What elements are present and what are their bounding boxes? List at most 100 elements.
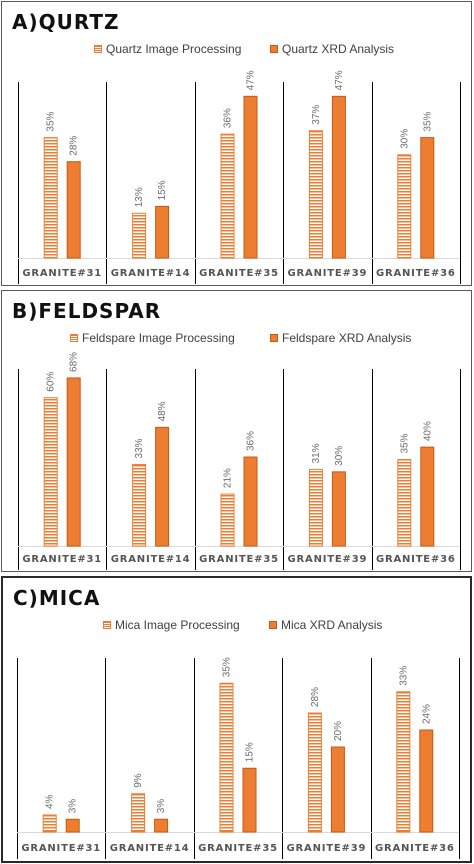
bar-data-label: 35% [422, 111, 433, 131]
bar-data-label: 13% [134, 187, 145, 207]
feldspar-bar-chart: 60% 68% GRANITE#31 33% 48% GRANITE#14 21% 36% GR… [18, 352, 461, 570]
bar-image-processing [397, 459, 412, 547]
x-tick-label: GRANITE#35 [199, 268, 279, 279]
x-tick-label: GRANITE#36 [376, 554, 456, 565]
bar-data-label: 3% [156, 799, 167, 814]
x-tick-label: GRANITE#39 [288, 268, 368, 279]
bar-data-label: 15% [157, 180, 168, 200]
legend-label: Mica XRD Analysis [281, 618, 383, 632]
bar-image-processing [43, 137, 58, 259]
bar-data-label: 37% [311, 105, 322, 125]
bar-data-label: 33% [398, 666, 409, 686]
bar-data-label: 9% [133, 773, 144, 788]
legend-label: Quartz XRD Analysis [282, 42, 395, 56]
legend-label: Feldspare Image Processing [82, 331, 235, 345]
x-tick-label: GRANITE#31 [22, 554, 102, 565]
x-tick-label: GRANITE#39 [288, 554, 368, 565]
bar-data-label: 35% [46, 111, 57, 131]
legend-item-image-processing: Quartz Image Processing [94, 42, 241, 56]
bar-image-processing [308, 130, 323, 259]
bar-data-label: 28% [310, 687, 321, 707]
x-tick-label: GRANITE#14 [110, 843, 190, 854]
bar-image-processing [397, 154, 412, 259]
bar-image-processing [42, 814, 57, 833]
striped-swatch-icon [94, 45, 102, 53]
bar-image-processing [132, 212, 147, 259]
chart-title: C)MICA [13, 586, 101, 610]
bar-image-processing [307, 712, 322, 833]
bar-data-label: 60% [46, 372, 57, 392]
bar-data-label: 36% [246, 431, 257, 451]
bar-xrd-analysis [66, 161, 81, 259]
bar-data-label: 35% [399, 433, 410, 453]
quartz-bar-chart: 35% 28% GRANITE#31 13% 15% GRANITE#14 36% 47% GR… [18, 70, 461, 284]
legend-label: Quartz Image Processing [106, 42, 242, 56]
bar-image-processing [132, 463, 147, 547]
bar-data-label: 47% [246, 70, 257, 90]
legend-label: Feldspare XRD Analysis [282, 331, 412, 345]
bar-data-label: 35% [222, 657, 233, 677]
bar-data-label: 40% [422, 421, 433, 441]
x-tick-label: GRANITE#14 [111, 554, 191, 565]
chart-legend: Quartz Image Processing Quartz XRD Analy… [2, 42, 471, 58]
bar-image-processing [220, 493, 235, 547]
legend-label: Mica Image Processing [115, 618, 240, 632]
bar-image-processing [308, 468, 323, 547]
mica-chart-panel: C)MICA Mica Image Processing Mica XRD An… [1, 576, 472, 863]
bar-xrd-analysis [155, 426, 170, 547]
solid-swatch-icon [270, 334, 278, 342]
x-tick-label: GRANITE#31 [21, 843, 101, 854]
bar-data-label: 33% [134, 438, 145, 458]
bar-data-label: 48% [157, 401, 168, 421]
bar-data-label: 28% [69, 136, 80, 156]
bar-data-label: 31% [311, 443, 322, 463]
bar-xrd-analysis [242, 767, 257, 833]
bar-image-processing [220, 133, 235, 259]
bar-data-label: 4% [45, 794, 56, 809]
chart-legend: Feldspare Image Processing Feldspare XRD… [2, 331, 471, 347]
x-tick-label: GRANITE#35 [199, 554, 279, 565]
bar-data-label: 36% [223, 108, 234, 128]
solid-swatch-icon [270, 45, 278, 53]
bar-image-processing [219, 682, 234, 833]
bar-xrd-analysis [419, 729, 434, 833]
legend-item-xrd-analysis: Mica XRD Analysis [269, 618, 382, 632]
bar-xrd-analysis [330, 746, 345, 833]
bar-data-label: 15% [245, 742, 256, 762]
bar-xrd-analysis [331, 471, 346, 547]
x-tick-label: GRANITE#35 [198, 843, 278, 854]
bar-xrd-analysis [66, 377, 81, 547]
bar-data-label: 30% [399, 129, 410, 149]
bar-image-processing [43, 397, 58, 547]
x-tick-label: GRANITE#39 [287, 843, 367, 854]
striped-swatch-icon [103, 621, 111, 629]
bar-data-label: 20% [333, 721, 344, 741]
bar-xrd-analysis [65, 818, 80, 833]
x-tick-label: GRANITE#31 [22, 268, 102, 279]
chart-title: B)FELDSPAR [12, 299, 162, 323]
legend-item-image-processing: Feldspare Image Processing [70, 331, 235, 345]
bar-data-label: 47% [334, 70, 345, 90]
striped-swatch-icon [70, 334, 78, 342]
bar-xrd-analysis [420, 446, 435, 547]
feldspar-chart-panel: B)FELDSPAR Feldspare Image Processing Fe… [1, 290, 472, 572]
legend-item-image-processing: Mica Image Processing [103, 618, 240, 632]
bar-image-processing [396, 691, 411, 833]
bar-xrd-analysis [155, 205, 170, 259]
bar-data-label: 68% [69, 352, 80, 372]
bar-data-label: 30% [334, 446, 345, 466]
legend-item-xrd-analysis: Feldspare XRD Analysis [270, 331, 411, 345]
bar-data-label: 24% [421, 704, 432, 724]
x-tick-label: GRANITE#36 [375, 843, 455, 854]
bar-xrd-analysis [243, 456, 258, 547]
x-tick-label: GRANITE#14 [111, 268, 191, 279]
mica-bar-chart: 4% 3% GRANITE#31 9% 3% GRANITE#14 35% 15% GRANIT… [17, 657, 460, 859]
legend-item-xrd-analysis: Quartz XRD Analysis [270, 42, 394, 56]
solid-swatch-icon [269, 621, 277, 629]
bar-data-label: 3% [68, 799, 79, 814]
chart-title: A)QURTZ [12, 10, 120, 34]
chart-legend: Mica Image Processing Mica XRD Analysis [3, 618, 470, 634]
bar-xrd-analysis [420, 137, 435, 259]
quartz-chart-panel: A)QURTZ Quartz Image Processing Quartz X… [1, 1, 472, 286]
bar-xrd-analysis [243, 95, 258, 259]
